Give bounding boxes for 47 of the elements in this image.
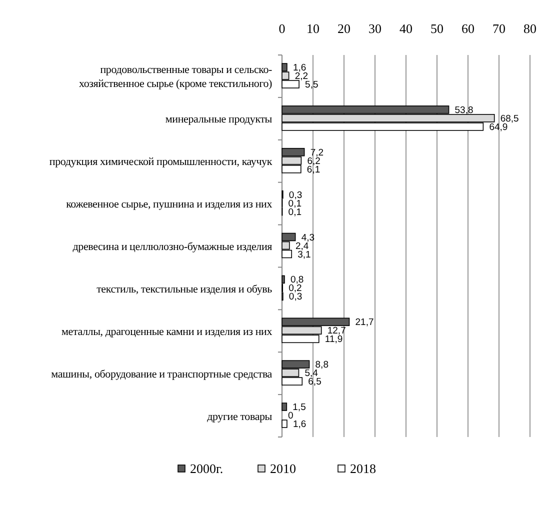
data-label: 6,1 xyxy=(306,164,320,176)
data-label: 0,1 xyxy=(288,206,302,218)
data-label: 68,5 xyxy=(500,113,519,124)
data-label: 1,6 xyxy=(292,419,306,430)
data-label: 11,9 xyxy=(324,334,343,346)
data-label: 2,2 xyxy=(294,70,308,82)
y-tick-label: минеральные продукты xyxy=(165,114,273,126)
y-tick-label: кожевенное сырье, пушнина и изделия из них xyxy=(66,198,273,211)
data-label: 5,4 xyxy=(304,368,318,380)
data-label: 3,1 xyxy=(298,249,311,260)
data-label: 4,3 xyxy=(301,232,315,244)
x-tick-label: 50 xyxy=(430,21,444,36)
legend-label: 2018 xyxy=(350,461,376,476)
data-label: 1,5 xyxy=(292,402,306,414)
data-label: 8,8 xyxy=(315,360,328,371)
x-tick-label: 60 xyxy=(462,21,474,36)
data-label: 6,2 xyxy=(307,156,320,167)
data-label: 64,9 xyxy=(489,122,508,133)
y-tick-label: другие товары xyxy=(207,410,273,423)
data-label: 0,3 xyxy=(288,190,302,201)
x-tick-label: 20 xyxy=(338,21,350,36)
bar xyxy=(282,420,288,428)
bar xyxy=(282,402,288,411)
y-tick-label: продукция химической промышленности, каучук xyxy=(49,156,273,168)
data-label: 5,5 xyxy=(305,79,318,90)
x-tick-label: 40 xyxy=(400,21,412,36)
y-tick-label: древесина и целлюлозно-бумажные изделия xyxy=(72,241,272,253)
data-label: 0,3 xyxy=(288,292,302,303)
data-label: 0 xyxy=(288,410,294,422)
x-tick-label: 10 xyxy=(306,21,320,36)
data-label: 7,2 xyxy=(310,147,324,158)
legend-label: 2000г. xyxy=(190,461,224,476)
x-tick-label: 30 xyxy=(368,21,382,36)
data-label: 21,7 xyxy=(355,317,374,328)
x-tick-label: 0 xyxy=(278,21,286,36)
y-tick-label: металлы, драгоценные камни и изделия из них xyxy=(62,326,273,338)
data-label: 53,8 xyxy=(454,104,474,116)
y-tick-label: продовольственные товары и сельско-хозяйственное сырье (кроме текстильного) xyxy=(78,64,273,90)
legend-label: 2010 xyxy=(270,461,296,476)
data-label: 6,5 xyxy=(308,376,322,388)
data-label: 2,4 xyxy=(295,240,309,252)
y-tick-label: машины, оборудование и транспортные средства xyxy=(51,368,272,380)
data-label: 0,1 xyxy=(288,198,302,210)
y-tick-label: текстиль, текстильные изделия и обувь xyxy=(96,283,272,296)
data-label: 1,6 xyxy=(292,62,306,74)
x-tick-label: 80 xyxy=(524,21,536,36)
x-tick-label: 70 xyxy=(492,21,506,36)
